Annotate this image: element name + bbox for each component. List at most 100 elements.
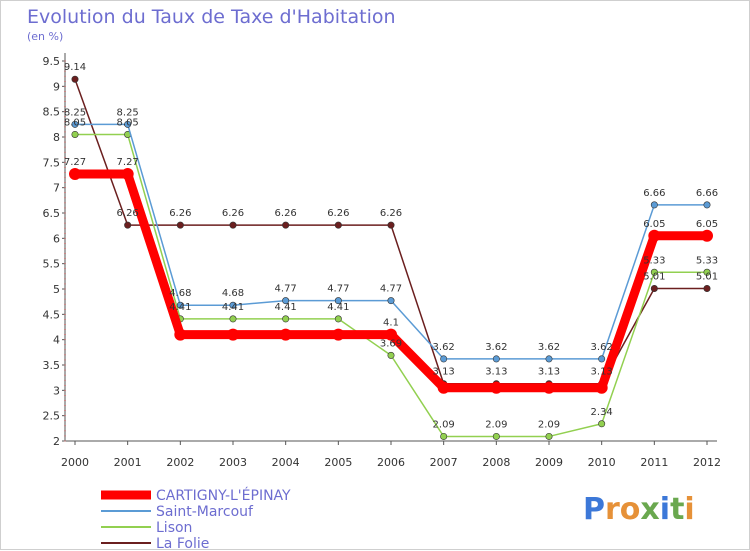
chart-subtitle: (en %) [27, 30, 64, 43]
y-tick-label: 4 [53, 334, 60, 347]
data-point [282, 221, 290, 229]
data-point [650, 284, 658, 292]
data-point [701, 229, 713, 242]
y-tick-label: 6 [53, 232, 60, 245]
data-point [543, 381, 555, 394]
data-label: 6.66 [643, 188, 665, 199]
data-point [71, 75, 79, 83]
data-point [229, 221, 237, 229]
x-tick-label: 2006 [377, 456, 405, 469]
y-tick-label: 3.5 [43, 359, 61, 372]
data-label: 4.77 [275, 284, 297, 295]
data-point [598, 420, 606, 428]
data-point [334, 315, 342, 323]
y-tick-label: 4.5 [43, 308, 61, 321]
legend-label: Saint-Marcouf [156, 504, 254, 520]
data-point [176, 221, 184, 229]
data-label: 4.41 [222, 302, 244, 313]
chart-title: Evolution du Taux de Taxe d'Habitation [27, 6, 396, 28]
data-point [334, 297, 342, 305]
y-tick-label: 2 [53, 435, 60, 448]
x-tick-label: 2012 [693, 456, 721, 469]
data-label: 5.01 [643, 271, 665, 282]
data-label: 6.26 [380, 208, 402, 219]
data-point [124, 120, 132, 128]
data-label: 4.1 [383, 318, 399, 329]
data-label: 4.77 [380, 284, 402, 295]
data-point [227, 328, 239, 341]
data-label: 6.66 [696, 188, 718, 199]
data-label: 4.68 [169, 288, 191, 299]
data-point [282, 315, 290, 323]
logo-letter: i [660, 492, 670, 527]
legend-label: CARTIGNY-L'ÉPINAY [156, 487, 291, 504]
data-label: 5.33 [643, 255, 665, 266]
x-tick-label: 2005 [324, 456, 352, 469]
data-point [437, 381, 450, 394]
data-label: 5.01 [696, 271, 718, 282]
data-point [650, 201, 658, 209]
y-tick-label: 2.5 [43, 410, 61, 423]
logo-letter: o [620, 492, 641, 527]
data-label: 4.68 [222, 288, 244, 299]
logo-letter: P [583, 492, 605, 527]
data-point [545, 355, 553, 363]
data-point [492, 355, 500, 363]
y-tick-label: 8 [53, 131, 60, 144]
data-label: 8.25 [64, 107, 86, 118]
data-label: 3.62 [485, 342, 507, 353]
data-point [648, 229, 661, 242]
data-point [545, 432, 553, 440]
data-label: 2.09 [538, 419, 560, 430]
data-label: 3.69 [380, 338, 402, 349]
data-label: 9.14 [64, 62, 86, 73]
x-tick-label: 2003 [219, 456, 247, 469]
x-tick-label: 2008 [482, 456, 510, 469]
y-tick-label: 6.5 [43, 207, 61, 220]
data-point [121, 167, 134, 180]
x-tick-label: 2007 [430, 456, 458, 469]
proxiti-logo: Proxiti [583, 492, 695, 527]
x-tick-label: 2011 [640, 456, 668, 469]
data-point [332, 328, 345, 341]
logo-letter: i [684, 492, 694, 527]
legend-label: Lison [156, 520, 192, 536]
y-tick-label: 5.5 [43, 258, 61, 271]
y-tick-label: 8.5 [43, 106, 61, 119]
data-point [174, 328, 187, 341]
data-point [387, 351, 395, 359]
data-label: 3.13 [433, 367, 455, 378]
data-point [595, 381, 608, 394]
data-label: 2.09 [433, 419, 455, 430]
y-tick-label: 9 [53, 80, 60, 93]
data-label: 3.62 [433, 342, 455, 353]
y-tick-label: 9.5 [43, 55, 61, 68]
data-point [279, 328, 292, 341]
y-tick-label: 3 [53, 384, 60, 397]
data-point [282, 297, 290, 305]
data-label: 6.26 [117, 208, 139, 219]
data-point [387, 221, 395, 229]
data-label: 8.05 [117, 117, 139, 128]
data-point [229, 315, 237, 323]
data-point [492, 432, 500, 440]
data-label: 6.26 [222, 208, 244, 219]
data-point [385, 328, 397, 341]
data-point [387, 297, 395, 305]
y-tick-label: 7 [53, 182, 60, 195]
data-point [124, 221, 132, 229]
data-point [703, 268, 711, 276]
data-point [71, 130, 79, 138]
data-point [334, 221, 342, 229]
data-label: 4.41 [327, 302, 349, 313]
x-tick-label: 2001 [114, 456, 142, 469]
data-label: 3.13 [538, 367, 560, 378]
data-point [490, 381, 503, 394]
y-tick-label: 7.5 [43, 156, 61, 169]
data-label: 2.34 [591, 407, 613, 418]
data-label: 6.26 [327, 208, 349, 219]
data-label: 6.26 [275, 208, 297, 219]
data-point [71, 120, 79, 128]
